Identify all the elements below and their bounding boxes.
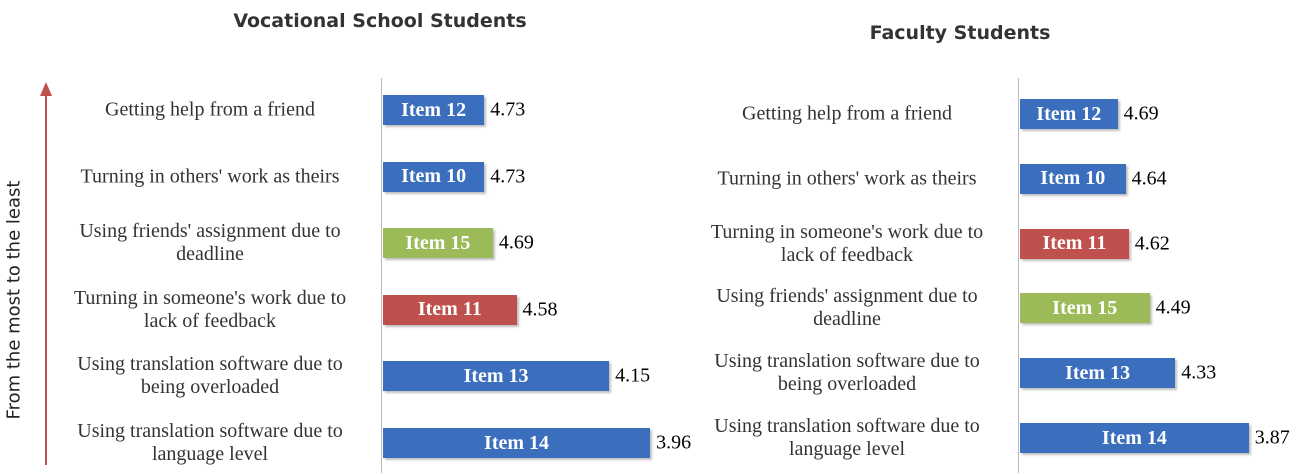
bar: Item 12 [383,95,485,125]
category-label: Turning in someone's work due to lack of… [73,286,347,332]
category-label: Using translation software due to langua… [714,415,980,460]
value-label: 3.87 [1254,426,1290,449]
bar: Item 11 [383,294,517,325]
value-label: 4.15 [615,364,651,387]
value-label: 4.69 [498,231,534,254]
chart-title: Faculty Students [869,22,1051,44]
category-label: Using friends' assignment due to deadlin… [79,220,341,266]
bar: Item 10 [1020,163,1126,194]
bar: Item 13 [1020,358,1176,389]
category-label: Getting help from a friend [105,98,315,121]
value-label: 4.62 [1134,232,1170,255]
bar: Item 15 [1020,293,1150,324]
chart-title: Vocational School Students [233,10,527,32]
category-label: Using translation software due to langua… [77,420,343,465]
bar: Item 14 [383,428,651,458]
value-label: 4.73 [490,165,526,188]
axis-label: From the most to the least [3,180,25,420]
value-label: 4.69 [1123,102,1159,125]
category-label: Turning in others' work as theirs [80,165,340,188]
arrow [40,82,52,465]
value-label: 4.49 [1155,296,1191,319]
category-label: Using translation software due to being … [77,353,343,399]
value-label: 3.96 [656,431,692,454]
bar: Item 12 [1020,99,1118,129]
bar: Item 10 [383,161,485,192]
bar: Item 14 [1020,423,1249,453]
axis-line [381,78,382,473]
category-label: Getting help from a friend [742,102,952,125]
bar: Item 13 [383,361,610,392]
value-label: 4.33 [1181,361,1217,384]
bar: Item 15 [383,228,493,259]
bar: Item 11 [1020,228,1129,259]
category-label: Using friends' assignment due to deadlin… [716,285,978,331]
value-label: 4.64 [1131,167,1167,190]
category-label: Turning in someone's work due to lack of… [710,220,984,266]
value-label: 4.58 [522,298,558,321]
value-label: 4.73 [490,98,526,121]
category-label: Turning in others' work as theirs [717,167,977,190]
axis-line [1018,78,1019,473]
category-label: Using translation software due to being … [714,350,980,396]
